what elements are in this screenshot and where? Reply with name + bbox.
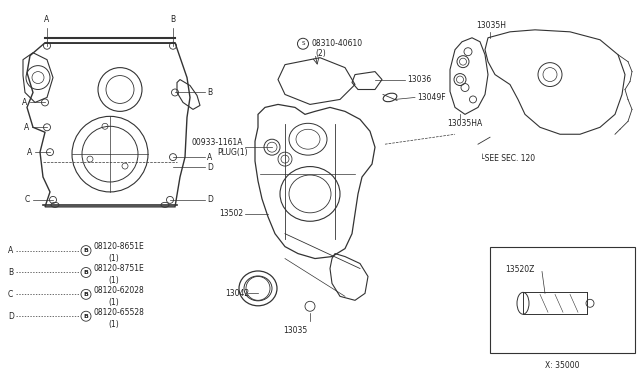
Text: (2): (2) [315,49,326,58]
Text: A: A [22,98,27,107]
Text: 13042: 13042 [225,289,249,298]
Text: D: D [207,195,213,204]
Text: 08120-62028: 08120-62028 [93,286,144,295]
Text: 13502: 13502 [219,209,243,218]
Text: B: B [207,88,212,97]
Text: 08120-65528: 08120-65528 [93,308,144,317]
Text: C: C [8,290,13,299]
Text: B: B [8,268,13,277]
Text: 13035HA: 13035HA [447,119,483,128]
Text: └SEE SEC. 120: └SEE SEC. 120 [480,154,535,163]
Text: A: A [8,246,13,255]
Text: B: B [84,292,88,297]
Text: 13049F: 13049F [417,93,445,102]
Text: B: B [84,314,88,319]
Text: A: A [207,153,212,161]
Text: (1): (1) [108,276,119,285]
Text: 08310-40610: 08310-40610 [311,39,362,48]
Text: PLUG(1): PLUG(1) [218,148,248,157]
Text: B: B [84,270,88,275]
Text: A: A [27,148,32,157]
Text: (1): (1) [108,320,119,329]
Text: S: S [301,41,305,46]
Text: A: A [24,123,29,132]
Text: 13035H: 13035H [476,21,506,30]
Text: 13036: 13036 [407,75,431,84]
Text: 00933-1161A: 00933-1161A [191,138,243,147]
Text: C: C [25,195,30,204]
Text: (1): (1) [108,298,119,307]
Text: 08120-8751E: 08120-8751E [93,264,144,273]
Text: B: B [170,15,175,24]
Text: (1): (1) [108,254,119,263]
Text: X: 35000: X: 35000 [545,361,579,370]
Text: 13520Z: 13520Z [505,264,534,273]
Text: 13035: 13035 [283,326,307,335]
Text: D: D [8,312,14,321]
Text: B: B [84,248,88,253]
Text: D: D [207,163,213,171]
Text: A: A [44,15,50,24]
Bar [490,247,635,353]
Text: 08120-8651E: 08120-8651E [93,242,144,251]
